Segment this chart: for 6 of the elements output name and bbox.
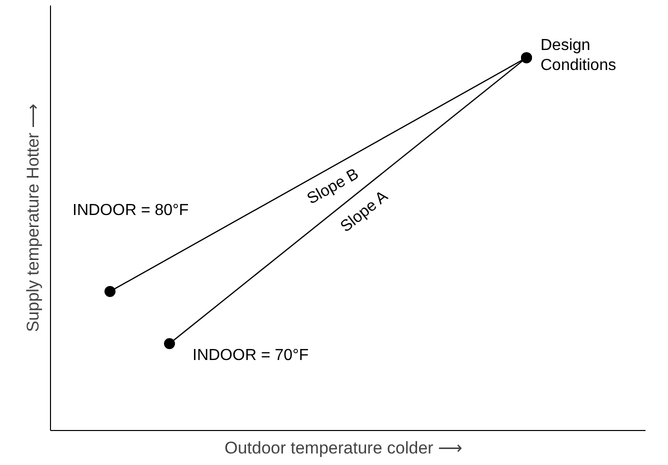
annotation: INDOOR = 70°F	[192, 347, 309, 364]
y-axis-title: Supply temperature Hotter ⟶	[24, 104, 42, 332]
text: Slope B	[304, 166, 362, 208]
x-axis-title: Outdoor temperature colder ⟶	[224, 438, 462, 458]
annotation: INDOOR = 80°F	[72, 202, 189, 219]
annotation: Design Conditions	[540, 37, 616, 74]
